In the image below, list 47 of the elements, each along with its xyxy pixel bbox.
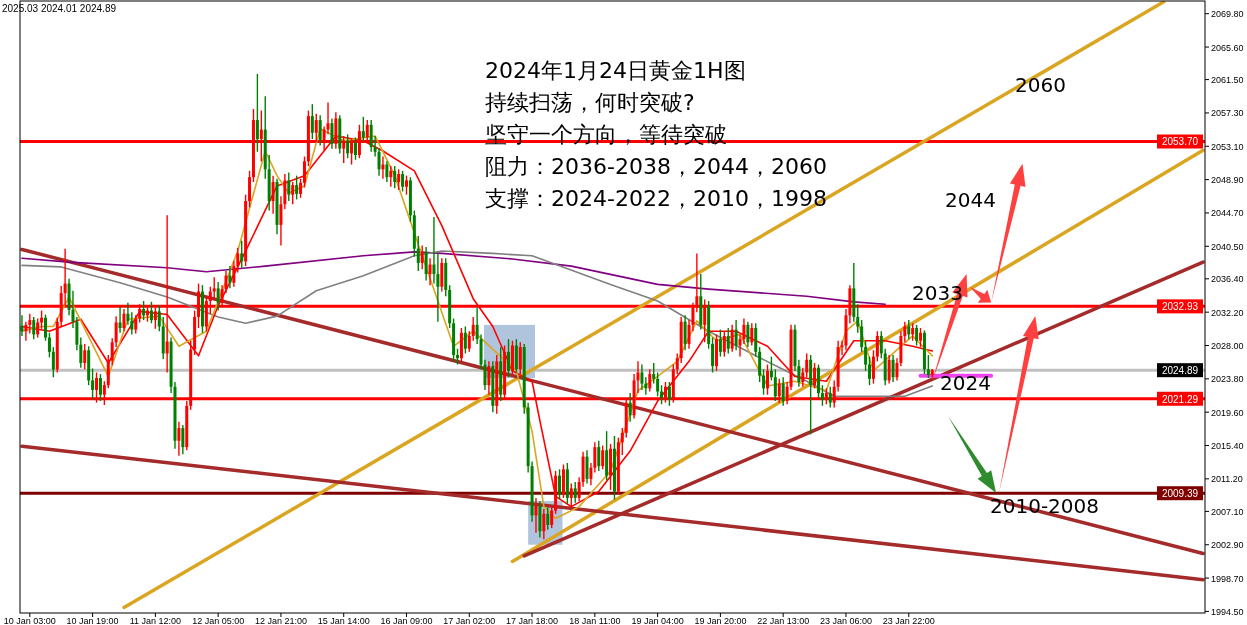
ref-line-label: 2009.39 [1161, 488, 1199, 500]
y-tick-label: 2053.10 [1211, 141, 1244, 152]
x-tick-label: 22 Jan 13:00 [757, 616, 810, 625]
ref-line-label: 2024.89 [1161, 365, 1199, 377]
x-tick-label: 23 Jan 06:00 [819, 616, 872, 625]
x-tick-label: 17 Jan 02:00 [443, 616, 496, 625]
y-tick-label: 1998.70 [1211, 573, 1244, 584]
y-tick-label: 2069.80 [1211, 9, 1244, 20]
x-tick-label: 16 Jan 09:00 [380, 616, 433, 625]
ref-line-label: 2021.29 [1161, 393, 1199, 405]
annotation: 支撑：2024-2022，2010，1998 [485, 186, 827, 211]
text: 2024年1月24日黄金1H图 [485, 58, 746, 83]
x-tick-label: 19 Jan 20:00 [694, 616, 747, 625]
y-tick-label: 2061.50 [1211, 75, 1244, 86]
x-tick-label: 11 Jan 12:00 [129, 616, 182, 625]
y-tick-label: 2007.10 [1211, 506, 1244, 517]
y-tick-label: 2011.20 [1211, 474, 1243, 485]
y-tick-label: 2015.40 [1211, 441, 1244, 452]
x-tick-label: 10 Jan 19:00 [66, 616, 119, 625]
x-tick-label: 12 Jan 21:00 [254, 616, 307, 625]
y-tick-label: 2044.70 [1211, 208, 1244, 219]
x-tick-label: 18 Jan 11:00 [569, 616, 621, 625]
y-tick-label: 2023.80 [1211, 374, 1244, 385]
x-tick-label: 12 Jan 05:00 [192, 616, 245, 625]
x-tick-label: 19 Jan 04:00 [631, 616, 684, 625]
x-tick-label: 17 Jan 18:00 [506, 616, 559, 625]
y-tick-label: 2028.00 [1211, 341, 1244, 351]
annotation: 2025.03 2024.01 2024.89 [2, 3, 117, 14]
ref-line-label: 2032.93 [1161, 301, 1199, 313]
annotation: 2044 [945, 188, 996, 212]
x-tick-label: 10 Jan 03:00 [3, 616, 56, 625]
annotation: 2060 [1015, 73, 1066, 97]
y-tick-label: 1994.50 [1211, 606, 1244, 617]
y-tick-label: 2057.30 [1211, 108, 1244, 119]
annotation: 持续扫荡，何时突破? [485, 90, 695, 115]
x-tick-label: 23 Jan 22:00 [882, 616, 935, 625]
ref-line-label: 2053.70 [1161, 136, 1199, 148]
x-tick-label: 15 Jan 14:00 [317, 616, 370, 625]
y-tick-label: 2048.90 [1211, 175, 1244, 186]
y-tick-label: 2036.40 [1211, 274, 1244, 285]
y-tick-label: 2032.20 [1211, 307, 1244, 318]
y-tick-label: 2065.60 [1211, 42, 1244, 53]
y-tick-label: 2019.60 [1211, 407, 1244, 418]
annotation: 阻力：2036-2038，2044，2060 [485, 154, 827, 179]
y-tick-label: 2002.90 [1211, 540, 1244, 551]
annotation: 2024 [940, 371, 991, 395]
y-tick-label: 2040.50 [1211, 241, 1244, 252]
